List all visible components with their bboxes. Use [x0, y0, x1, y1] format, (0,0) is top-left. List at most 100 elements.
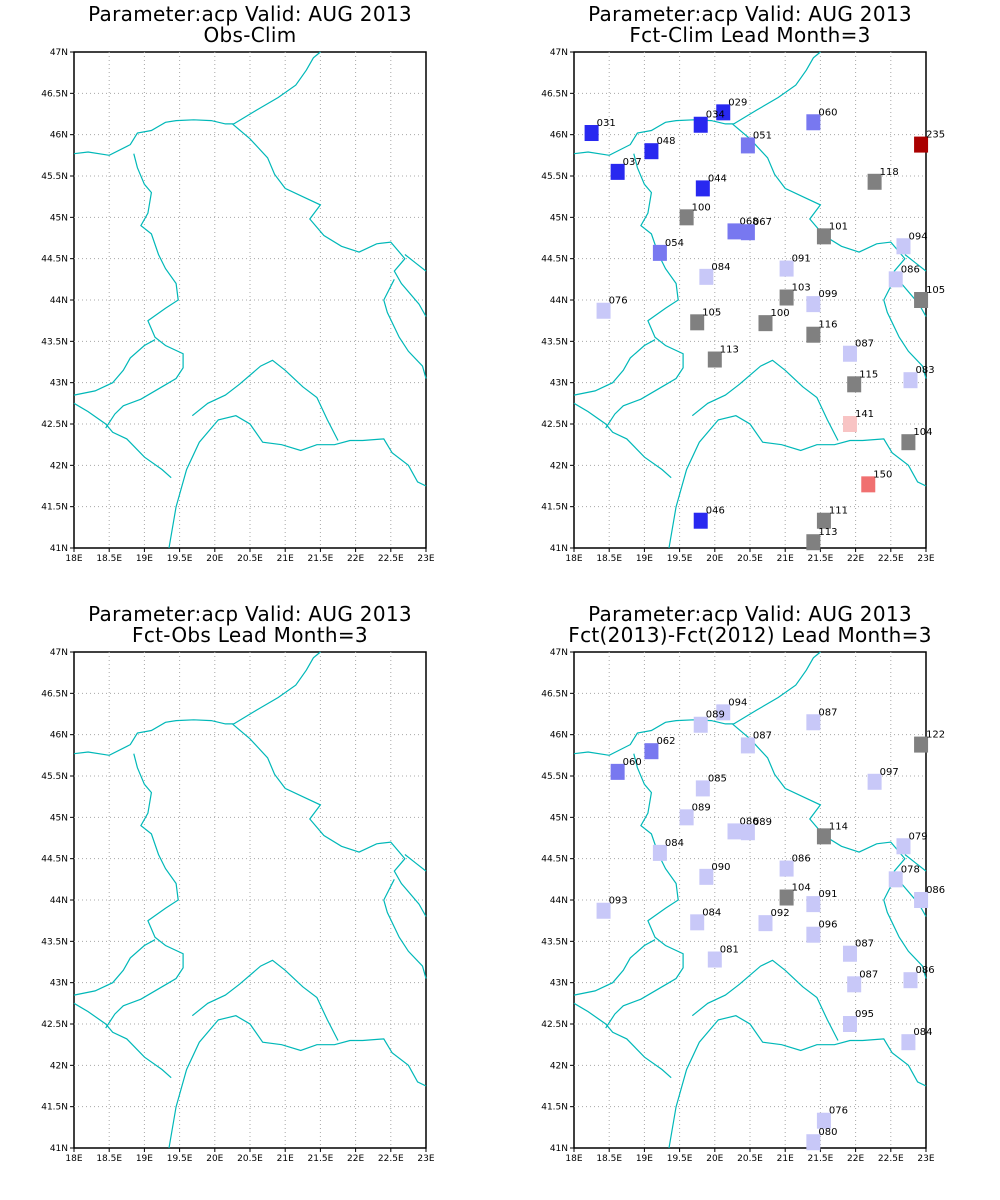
- station-marker: [693, 512, 708, 529]
- station-marker: [779, 889, 794, 906]
- map-panel-fct-obs: Parameter:acp Valid: AUG 2013 Fct-Obs Le…: [0, 600, 500, 1175]
- station-marker: [652, 244, 667, 261]
- lon-tick-label: 19.5E: [167, 554, 193, 564]
- lat-tick-label: 42.5N: [41, 420, 68, 430]
- lat-tick-label: 41.5N: [541, 1103, 568, 1113]
- station-marker: [901, 1034, 916, 1051]
- lon-tick-label: 19E: [636, 1154, 653, 1164]
- station-marker: [716, 104, 731, 121]
- lat-tick-label: 45N: [50, 213, 68, 223]
- station-value-label: 029: [728, 97, 747, 108]
- country-border: [232, 723, 427, 917]
- country-border: [105, 753, 184, 1029]
- panel-title-line1: Parameter:acp Valid: AUG 2013: [588, 2, 912, 26]
- lat-tick-label: 46.5N: [541, 689, 568, 699]
- lat-tick-label: 47N: [550, 48, 568, 58]
- lon-tick-label: 22.5E: [878, 554, 904, 564]
- station-value-label: 078: [901, 864, 920, 875]
- country-border: [383, 879, 427, 979]
- map-plot: 18E 18.5E 19E 19.5E 20E 20.5E 21E 21.5E 22E 22.5E…: [541, 648, 945, 1164]
- lon-tick-label: 18.5E: [596, 1154, 622, 1164]
- lon-tick-label: 22.5E: [878, 1154, 904, 1164]
- lat-tick-label: 46N: [50, 731, 68, 741]
- station-marker: [727, 823, 742, 840]
- station-marker: [903, 972, 918, 989]
- station-value-label: 089: [706, 710, 725, 721]
- station-value-label: 101: [829, 221, 848, 232]
- lat-tick-label: 41.5N: [41, 503, 68, 513]
- station-marker: [695, 180, 710, 197]
- lon-tick-label: 19.5E: [667, 1154, 693, 1164]
- lat-tick-label: 45.5N: [541, 172, 568, 182]
- station-value-label: 122: [926, 730, 945, 741]
- country-border: [232, 123, 427, 317]
- station-value-label: 100: [770, 308, 789, 319]
- lon-tick-label: 20E: [706, 554, 723, 564]
- station-marker: [779, 260, 794, 277]
- station-value-label: 113: [720, 345, 739, 356]
- country-border: [404, 854, 427, 872]
- lat-tick-label: 46N: [50, 131, 68, 141]
- station-marker: [707, 951, 722, 968]
- station-value-label: 097: [880, 767, 899, 778]
- station-marker: [779, 860, 794, 877]
- lat-tick-label: 44.5N: [541, 855, 568, 865]
- lat-tick-label: 46N: [550, 131, 568, 141]
- station-marker: [806, 534, 821, 551]
- panel-title-line2: Fct-Obs Lead Month=3: [132, 623, 368, 647]
- lat-tick-label: 43.5N: [541, 337, 568, 347]
- lon-tick-label: 21.5E: [308, 1154, 334, 1164]
- station-value-label: 104: [792, 883, 811, 894]
- country-border: [191, 959, 339, 1041]
- lat-tick-label: 43N: [550, 979, 568, 989]
- station-value-label: 031: [597, 118, 616, 129]
- station-value-label: 086: [916, 965, 935, 976]
- panel-title-line1: Parameter:acp Valid: AUG 2013: [588, 602, 912, 626]
- lon-tick-label: 18.5E: [96, 554, 122, 564]
- station-marker: [644, 743, 659, 760]
- station-value-label: 103: [792, 283, 811, 294]
- lat-tick-label: 46.5N: [41, 689, 68, 699]
- country-border: [573, 939, 656, 996]
- map-panel-fct-2013-2012: Parameter:acp Valid: AUG 2013 Fct(2013)-…: [500, 600, 1000, 1175]
- country-border: [73, 119, 234, 156]
- lon-tick-label: 20E: [206, 554, 223, 564]
- station-value-label: 235: [926, 130, 945, 141]
- station-value-label: 062: [656, 736, 675, 747]
- station-marker: [847, 376, 862, 393]
- country-border: [733, 51, 821, 125]
- lon-tick-label: 20.5E: [737, 554, 763, 564]
- station-value-label: 084: [913, 1027, 932, 1038]
- lon-tick-label: 20.5E: [237, 554, 263, 564]
- panel-title-line2: Fct(2013)-Fct(2012) Lead Month=3: [568, 623, 932, 647]
- lat-tick-label: 44N: [550, 296, 568, 306]
- panel-title-line1: Parameter:acp Valid: AUG 2013: [88, 2, 412, 26]
- country-border: [233, 51, 321, 125]
- station-value-label: 141: [855, 409, 874, 420]
- station-value-label: 087: [859, 969, 878, 980]
- station-value-label: 116: [818, 320, 837, 331]
- station-value-label: 084: [702, 907, 721, 918]
- country-border: [383, 279, 427, 379]
- lat-tick-label: 42.5N: [41, 1020, 68, 1030]
- map-plot: 18E 18.5E 19E 19.5E 20E 20.5E 21E 21.5E 22E 22.5E…: [41, 648, 435, 1164]
- station-value-label: 068: [740, 216, 759, 227]
- country-border: [191, 359, 339, 441]
- country-border: [573, 119, 734, 156]
- station-value-label: 095: [855, 1009, 874, 1020]
- lat-tick-label: 44N: [50, 296, 68, 306]
- station-marker: [806, 714, 821, 731]
- station-marker: [727, 223, 742, 240]
- lon-tick-label: 18.5E: [596, 554, 622, 564]
- station-value-label: 115: [859, 369, 878, 380]
- country-border: [404, 254, 427, 272]
- station-marker: [740, 824, 755, 841]
- lon-tick-label: 22.5E: [378, 554, 404, 564]
- station-marker: [842, 416, 857, 432]
- station-marker: [903, 372, 918, 389]
- station-marker: [914, 136, 929, 153]
- station-marker: [806, 926, 821, 943]
- station-marker: [867, 773, 882, 790]
- lat-tick-label: 45N: [50, 813, 68, 823]
- country-border: [605, 153, 684, 429]
